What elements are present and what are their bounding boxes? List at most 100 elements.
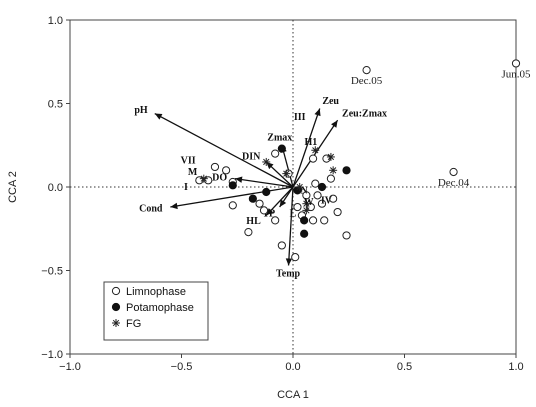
legend-label: Potamophase [126, 302, 194, 314]
vector-arrowhead [154, 113, 163, 120]
point-limnophase [210, 162, 220, 172]
point-fg [262, 157, 271, 166]
vector-temp: Temp [276, 186, 301, 279]
point-limnophase [317, 199, 327, 208]
vector-line [287, 186, 294, 266]
group-label: VII [181, 155, 196, 166]
point-limnophase [329, 194, 338, 203]
vector-arrowhead [235, 176, 243, 183]
vector-line [170, 186, 294, 208]
x-tick-label: −1.0 [59, 361, 81, 373]
point-limnophase [308, 216, 318, 225]
legend: Limnophase Potamophase FG [103, 281, 209, 341]
vector-arrowhead [279, 199, 287, 208]
point-potamophase [248, 194, 257, 203]
sample-points [195, 59, 521, 262]
vector-label: pH [134, 105, 148, 116]
vector-line [234, 178, 294, 188]
group-label: I [184, 182, 188, 193]
y-tick-label: 0.0 [48, 182, 63, 194]
vector-line [292, 108, 321, 188]
group-label: W [304, 197, 314, 208]
vector-zeu: Zeu [292, 96, 339, 188]
point-fg [329, 166, 338, 175]
point-limnophase [306, 202, 315, 212]
vector-label: Zeu:Zmax [342, 109, 387, 120]
x-tick-label: −0.5 [171, 361, 193, 373]
vector-line [154, 112, 294, 188]
point-limnophase [449, 167, 458, 177]
point-potamophase [228, 181, 237, 190]
point-fg [302, 199, 311, 208]
vector-arrowhead [331, 120, 338, 128]
y-tick-label: −0.5 [41, 266, 63, 278]
sample-label: Dec.05 [351, 75, 383, 87]
legend-item-potamophase: Potamophase [111, 302, 194, 314]
point-limnophase [277, 241, 286, 250]
sample-label: Jun.05 [501, 68, 531, 80]
legend-item-limnophase: Limnophase [111, 286, 186, 298]
point-limnophase [333, 207, 342, 217]
group-label: N [301, 185, 309, 196]
vector-label: DO [212, 173, 227, 184]
point-limnophase [244, 227, 253, 237]
axis-ticks: −1.0 −0.5 0.0 0.5 1.0 −1.0 −0.5 0.0 0.5 1.0 [41, 15, 523, 373]
point-fg [302, 206, 311, 215]
vector-label: HL [246, 216, 261, 227]
x-tick-label: 1.0 [508, 361, 523, 373]
point-potamophase [342, 166, 351, 175]
vector-arrowhead [285, 258, 293, 266]
vector-label: Zeu [322, 96, 339, 107]
legend-items: Limnophase Potamophase FG [111, 286, 194, 330]
vector-ph: pH [134, 105, 294, 188]
y-axis-title: CCA 2 [7, 171, 19, 203]
point-fg [199, 174, 208, 183]
vector-arrowhead [170, 202, 178, 210]
point-limnophase [320, 216, 329, 225]
point-limnophase [308, 154, 318, 163]
x-axis-title: CCA 1 [277, 389, 309, 401]
legend-marker [111, 286, 121, 296]
group-label: L [290, 209, 297, 220]
point-limnophase [311, 179, 320, 188]
legend-label: FG [126, 318, 141, 330]
point-limnophase [228, 201, 237, 210]
vector-arrowhead [314, 108, 321, 117]
point-limnophase [302, 191, 311, 200]
x-tick-label: 0.0 [285, 361, 300, 373]
point-limnophase [313, 191, 322, 200]
point-limnophase [222, 166, 231, 175]
point-fg [326, 152, 335, 161]
vector-zmax: Zmax [267, 133, 294, 188]
point-limnophase [271, 216, 280, 225]
vector-hl: HL [246, 186, 294, 227]
x-tick-label: 0.5 [397, 361, 412, 373]
vector-cond: Cond [139, 186, 294, 214]
y-tick-label: 1.0 [48, 15, 63, 27]
point-limnophase [255, 199, 264, 208]
point-limnophase [259, 206, 269, 215]
point-limnophase [291, 253, 300, 262]
point-potamophase [300, 216, 309, 225]
y-tick-label: 0.5 [48, 99, 63, 111]
point-limnophase [271, 149, 280, 158]
vector-label: Zmax [267, 133, 292, 144]
group-label: H1 [304, 137, 317, 148]
point-limnophase [342, 231, 351, 240]
point-limnophase [362, 66, 371, 75]
point-fg [282, 169, 291, 178]
group-label: IV [321, 195, 333, 206]
group-label: III [294, 112, 306, 123]
legend-item-fg: FG [112, 318, 141, 330]
vector-label: Temp [276, 268, 301, 279]
legend-marker [112, 319, 120, 327]
point-limnophase [293, 202, 302, 212]
point-limnophase [511, 59, 521, 68]
point-potamophase [277, 144, 286, 153]
point-fg [311, 146, 320, 155]
point-potamophase [262, 187, 271, 197]
point-limnophase [326, 174, 336, 183]
